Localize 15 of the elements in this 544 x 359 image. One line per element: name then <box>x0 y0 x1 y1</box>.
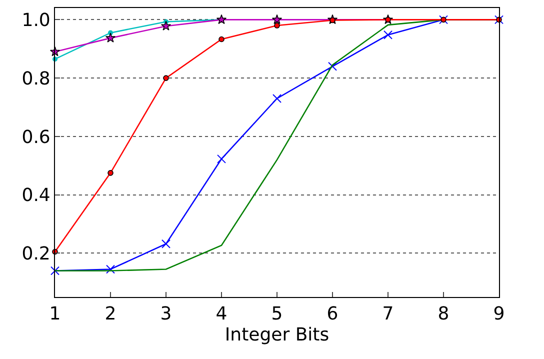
x-tick-label: 1 <box>49 304 61 325</box>
y-tick-label: 0.4 <box>22 185 50 206</box>
x-tick-label: 9 <box>493 304 505 325</box>
x-tick-label: 3 <box>160 304 172 325</box>
x-tick-label: 5 <box>271 304 283 325</box>
y-tick-label: 1.0 <box>22 10 50 31</box>
x-tick-label: 8 <box>438 304 450 325</box>
x-tick-label: 4 <box>216 304 228 325</box>
x-tick-label: 6 <box>326 304 338 325</box>
x-axis-title: Integer Bits <box>224 324 330 346</box>
y-tick-label: 0.6 <box>22 126 50 148</box>
x-tick-label: 2 <box>104 304 116 325</box>
x-tick-label: 7 <box>382 304 394 325</box>
y-tick-label: 0.8 <box>22 68 50 90</box>
y-tick-label: 0.2 <box>22 244 50 265</box>
